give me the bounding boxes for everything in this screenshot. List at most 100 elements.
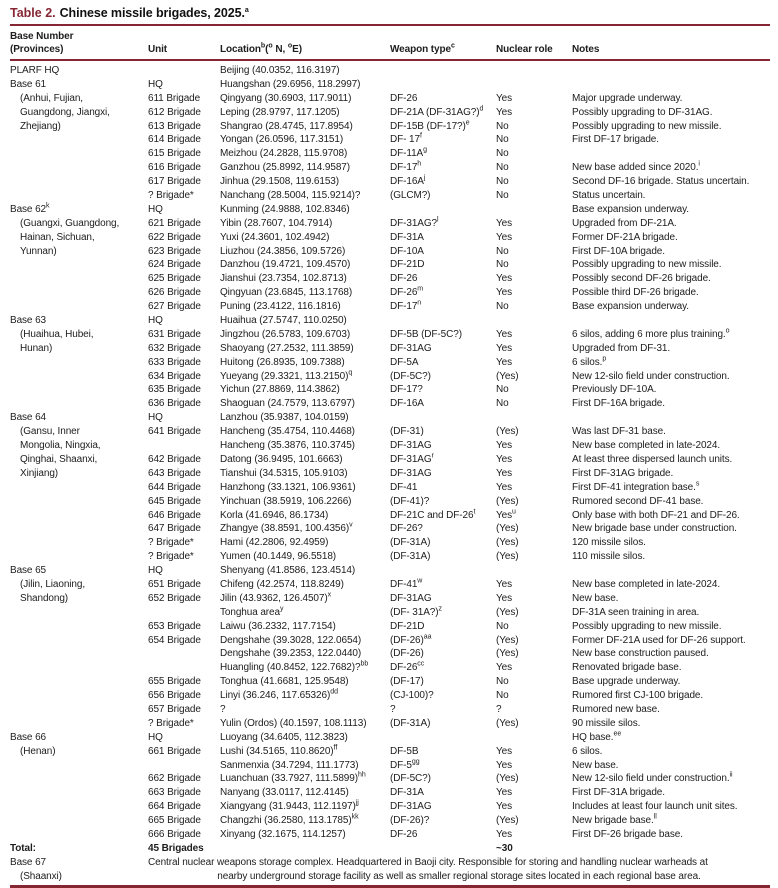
table-row: 616 Brigade Ganzhou (25.8992, 114.9587) DF… [10, 161, 770, 175]
cell-location: Kunming (24.9888, 102.8346) [220, 203, 350, 215]
cell-unit [148, 661, 220, 675]
table-row: Hunan) 632 Brigade Shaoyang (27.2532, 111.… [10, 342, 770, 356]
cell-base-number [10, 286, 148, 300]
cell-weapon-type: DF-17n [390, 299, 422, 313]
cell-notes: First DF-41 integration base.s [572, 480, 700, 493]
cell-location: Huitong (26.8935, 109.7388) [220, 356, 345, 368]
cell-location: Hami (42.2806, 92.4959) [220, 537, 329, 549]
cell-notes: New base. [572, 592, 619, 604]
table-row: Yunnan) 623 Brigade Liuzhou (24.3856, 109.… [10, 245, 770, 259]
cell-weapon-type: DF-21D [390, 620, 425, 632]
cell-weapon-type: DF-11Ag [390, 147, 428, 160]
cell-location: Lanzhou (35.9387, 104.0159) [220, 412, 349, 424]
cell-notes [572, 147, 770, 161]
cell-location: Leping (28.9797, 117.1205) [220, 106, 340, 118]
cell-unit: 646 Brigade [148, 509, 201, 521]
cell-base-number [10, 675, 148, 689]
cell-location: Yulin (Ordos) (40.1597, 108.1113) [220, 717, 367, 729]
cell-notes: New base completed in late-2024. [572, 440, 721, 452]
cell-nuclear-role: (Yes) [496, 551, 519, 563]
cell-nuclear-role: Yes [496, 481, 513, 493]
cell-unit: 636 Brigade [148, 398, 201, 410]
table-row: 645 Brigade Yinchuan (38.5919, 106.2266) (… [10, 495, 770, 509]
cell-base-number [10, 689, 148, 703]
cell-weapon-type [390, 203, 496, 217]
cell-unit: 635 Brigade [148, 384, 201, 396]
cell-nuclear-role: No [496, 690, 509, 702]
cell-notes: At least three dispersed launch units. [572, 453, 733, 465]
cell-unit: 666 Brigade [148, 828, 201, 840]
table-row: Base 64 HQ Lanzhou (35.9387, 104.0159) [10, 411, 770, 425]
cell-weapon-type: DF-41w [390, 577, 423, 590]
cell-nuclear-role: (Yes) [496, 648, 519, 660]
cell-weapon-type: DF-5A [390, 356, 419, 368]
table-row: 665 Brigade Changzhi (36.2580, 113.1785)k… [10, 814, 770, 828]
cell-notes: Possibly second DF-26 brigade. [572, 273, 711, 285]
table-row: Base 67 Central nuclear weapons storage c… [10, 856, 770, 870]
cell-location: Nanyang (33.0117, 112.4145) [220, 787, 349, 799]
cell-weapon-type: DF-17? [390, 384, 423, 396]
cell-nuclear-role: ~30 [496, 842, 513, 854]
cell-base-number [10, 356, 148, 370]
cell-location: Jilin (43.9362, 126.4507)x [220, 591, 332, 604]
cell-notes: 6 silos, adding 6 more plus training.o [572, 327, 730, 340]
cell-location: Chifeng (42.2574, 118.8249) [220, 578, 344, 590]
cell-base-number [10, 509, 148, 523]
cell-notes: Former DF-21A brigade. [572, 231, 678, 243]
table-row: 635 Brigade Yichun (27.8869, 114.3862) DF-… [10, 383, 770, 397]
cell-base-number [10, 370, 148, 384]
table-row: 627 Brigade Puning (23.4122, 116.1816) DF-… [10, 300, 770, 314]
cell-notes: HQ base.ee [572, 730, 622, 743]
cell-base-number: Hunan) [20, 342, 53, 354]
cell-base-number: (Huaihua, Hubei, [20, 328, 94, 340]
cell-base-number [10, 495, 148, 509]
table-row: (Gansu, Inner 641 Brigade Hancheng (35.475… [10, 425, 770, 439]
cell-unit: 654 Brigade [148, 634, 201, 646]
cell-nuclear-role [496, 203, 572, 217]
cell-nuclear-role: No [496, 676, 509, 688]
cell-nuclear-role: No [496, 148, 509, 160]
cell-base-number [10, 647, 148, 661]
cell-weapon-type [390, 731, 496, 745]
cell-base-number [10, 147, 148, 161]
cell-nuclear-role: Yes [496, 828, 513, 840]
table-row: (Guangxi, Guangdong, 621 Brigade Yibin (28… [10, 216, 770, 231]
cell-notes: First DF-10A brigade. [572, 245, 665, 257]
cell-location: Huangshan (29.6956, 118.2997) [220, 78, 361, 90]
cell-nuclear-role: Yes [496, 328, 513, 340]
table-row: Zhejiang) 613 Brigade Shangrao (28.4745, 1… [10, 119, 770, 134]
cell-unit: HQ [148, 412, 163, 424]
cell-nuclear-role [496, 64, 572, 78]
cell-nuclear-role: No [496, 259, 509, 271]
cell-notes: Renovated brigade base. [572, 662, 682, 674]
table-row: 663 Brigade Nanyang (33.0117, 112.4145) DF… [10, 786, 770, 800]
cell-weapon-type: DF-26m [390, 285, 424, 299]
cell-unit: ? Brigade* [148, 717, 194, 729]
cell-nuclear-role: (Yes) [496, 815, 519, 827]
cell-notes: Former DF-21A used for DF-26 support. [572, 634, 746, 646]
cell-nuclear-role: Yes [496, 592, 513, 604]
cell-nuclear-role: (Yes) [496, 523, 519, 535]
cell-weapon-type: (DF-26)? [390, 815, 430, 827]
cell-nuclear-role: (Yes) [496, 537, 519, 549]
table-row: Qinghai, Shaanxi, 642 Brigade Datong (36.9… [10, 453, 770, 467]
cell-base-number: Xinjiang) [20, 467, 59, 479]
cell-notes: New 12-silo field under construction. [572, 370, 730, 382]
col-header-unit: Unit [148, 44, 168, 55]
cell-weapon-type: DF- 17f [390, 133, 422, 146]
cell-unit: 645 Brigade [148, 495, 201, 507]
cell-notes [572, 842, 770, 856]
cell-nuclear-role: No [496, 190, 509, 202]
cell-notes: Base upgrade underway. [572, 676, 681, 688]
cell-nuclear-role [496, 731, 572, 745]
cell-notes: Upgraded from DF-21A. [572, 217, 677, 229]
table-row: (Shaanxi) nearby underground storage faci… [10, 870, 770, 884]
cell-unit: 613 Brigade [148, 120, 201, 132]
cell-base-number [10, 161, 148, 175]
cell-nuclear-role: No [496, 176, 509, 188]
cell-weapon-type: (DF-5C?) [390, 773, 431, 785]
cell-weapon-type: (DF-5C?) [390, 370, 431, 382]
cell-location: Yinchuan (38.5919, 106.2266) [220, 495, 352, 507]
cell-location: Nanchang (28.5004, 115.9214)? [220, 190, 361, 202]
cell-base-number: (Shaanxi) [20, 870, 62, 882]
